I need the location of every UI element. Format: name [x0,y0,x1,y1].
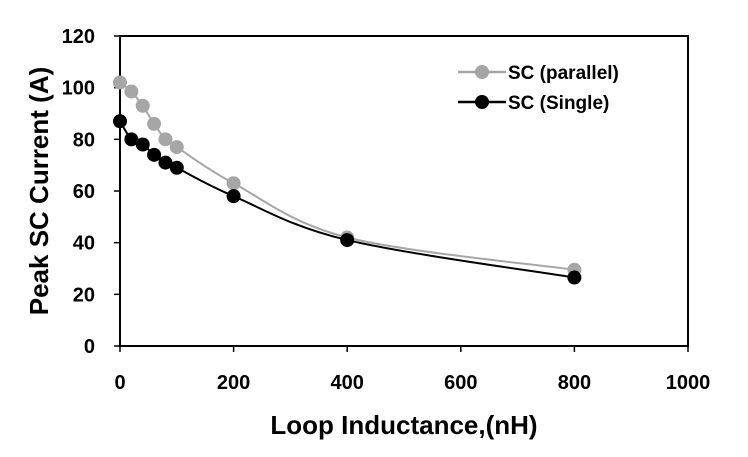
legend-label: SC (parallel) [508,63,619,84]
x-tick-label: 0 [114,372,125,394]
data-point [113,75,127,90]
data-point [158,132,173,147]
data-point [226,176,241,191]
y-tick-label: 20 [73,284,95,306]
series-sc-parallel [113,75,582,277]
legend: SC (parallel) SC (Single) [458,63,619,114]
y-tick-label: 80 [73,129,95,151]
data-point [124,84,139,99]
x-tick-label: 1000 [666,372,711,394]
x-axis-title: Loop Inductance,(nH) [270,410,537,440]
y-tick-label: 100 [62,78,95,100]
series-sc-single [113,114,582,285]
y-tick-label: 40 [73,233,95,255]
axes: 0 200 400 600 800 1000 0 20 40 60 80 100 120 [62,26,711,394]
x-tick-label: 400 [331,372,364,394]
legend-swatch-marker [475,95,489,109]
legend-item: SC (parallel) [458,63,619,84]
data-point [567,270,582,285]
series-layer [113,75,582,285]
x-tick-label: 600 [444,372,477,394]
data-point [124,132,139,147]
data-point [147,147,162,162]
data-point [169,140,184,155]
legend-item: SC (Single) [458,93,609,114]
x-tick-label: 200 [217,372,250,394]
data-point [135,98,150,113]
legend-label: SC (Single) [508,93,609,114]
data-point [226,189,241,204]
y-tick-label: 120 [62,26,95,48]
data-point [340,233,355,248]
data-point [113,114,127,129]
data-point [147,116,162,131]
x-tick-label: 800 [558,372,591,394]
y-tick-label: 0 [84,336,95,358]
y-axis-title: Peak SC Current (A) [24,67,54,316]
data-point [135,137,150,152]
legend-swatch-marker [475,65,489,79]
y-tick-label: 60 [73,181,95,203]
data-point [158,155,173,170]
data-point [169,160,184,175]
series-line [119,120,575,279]
